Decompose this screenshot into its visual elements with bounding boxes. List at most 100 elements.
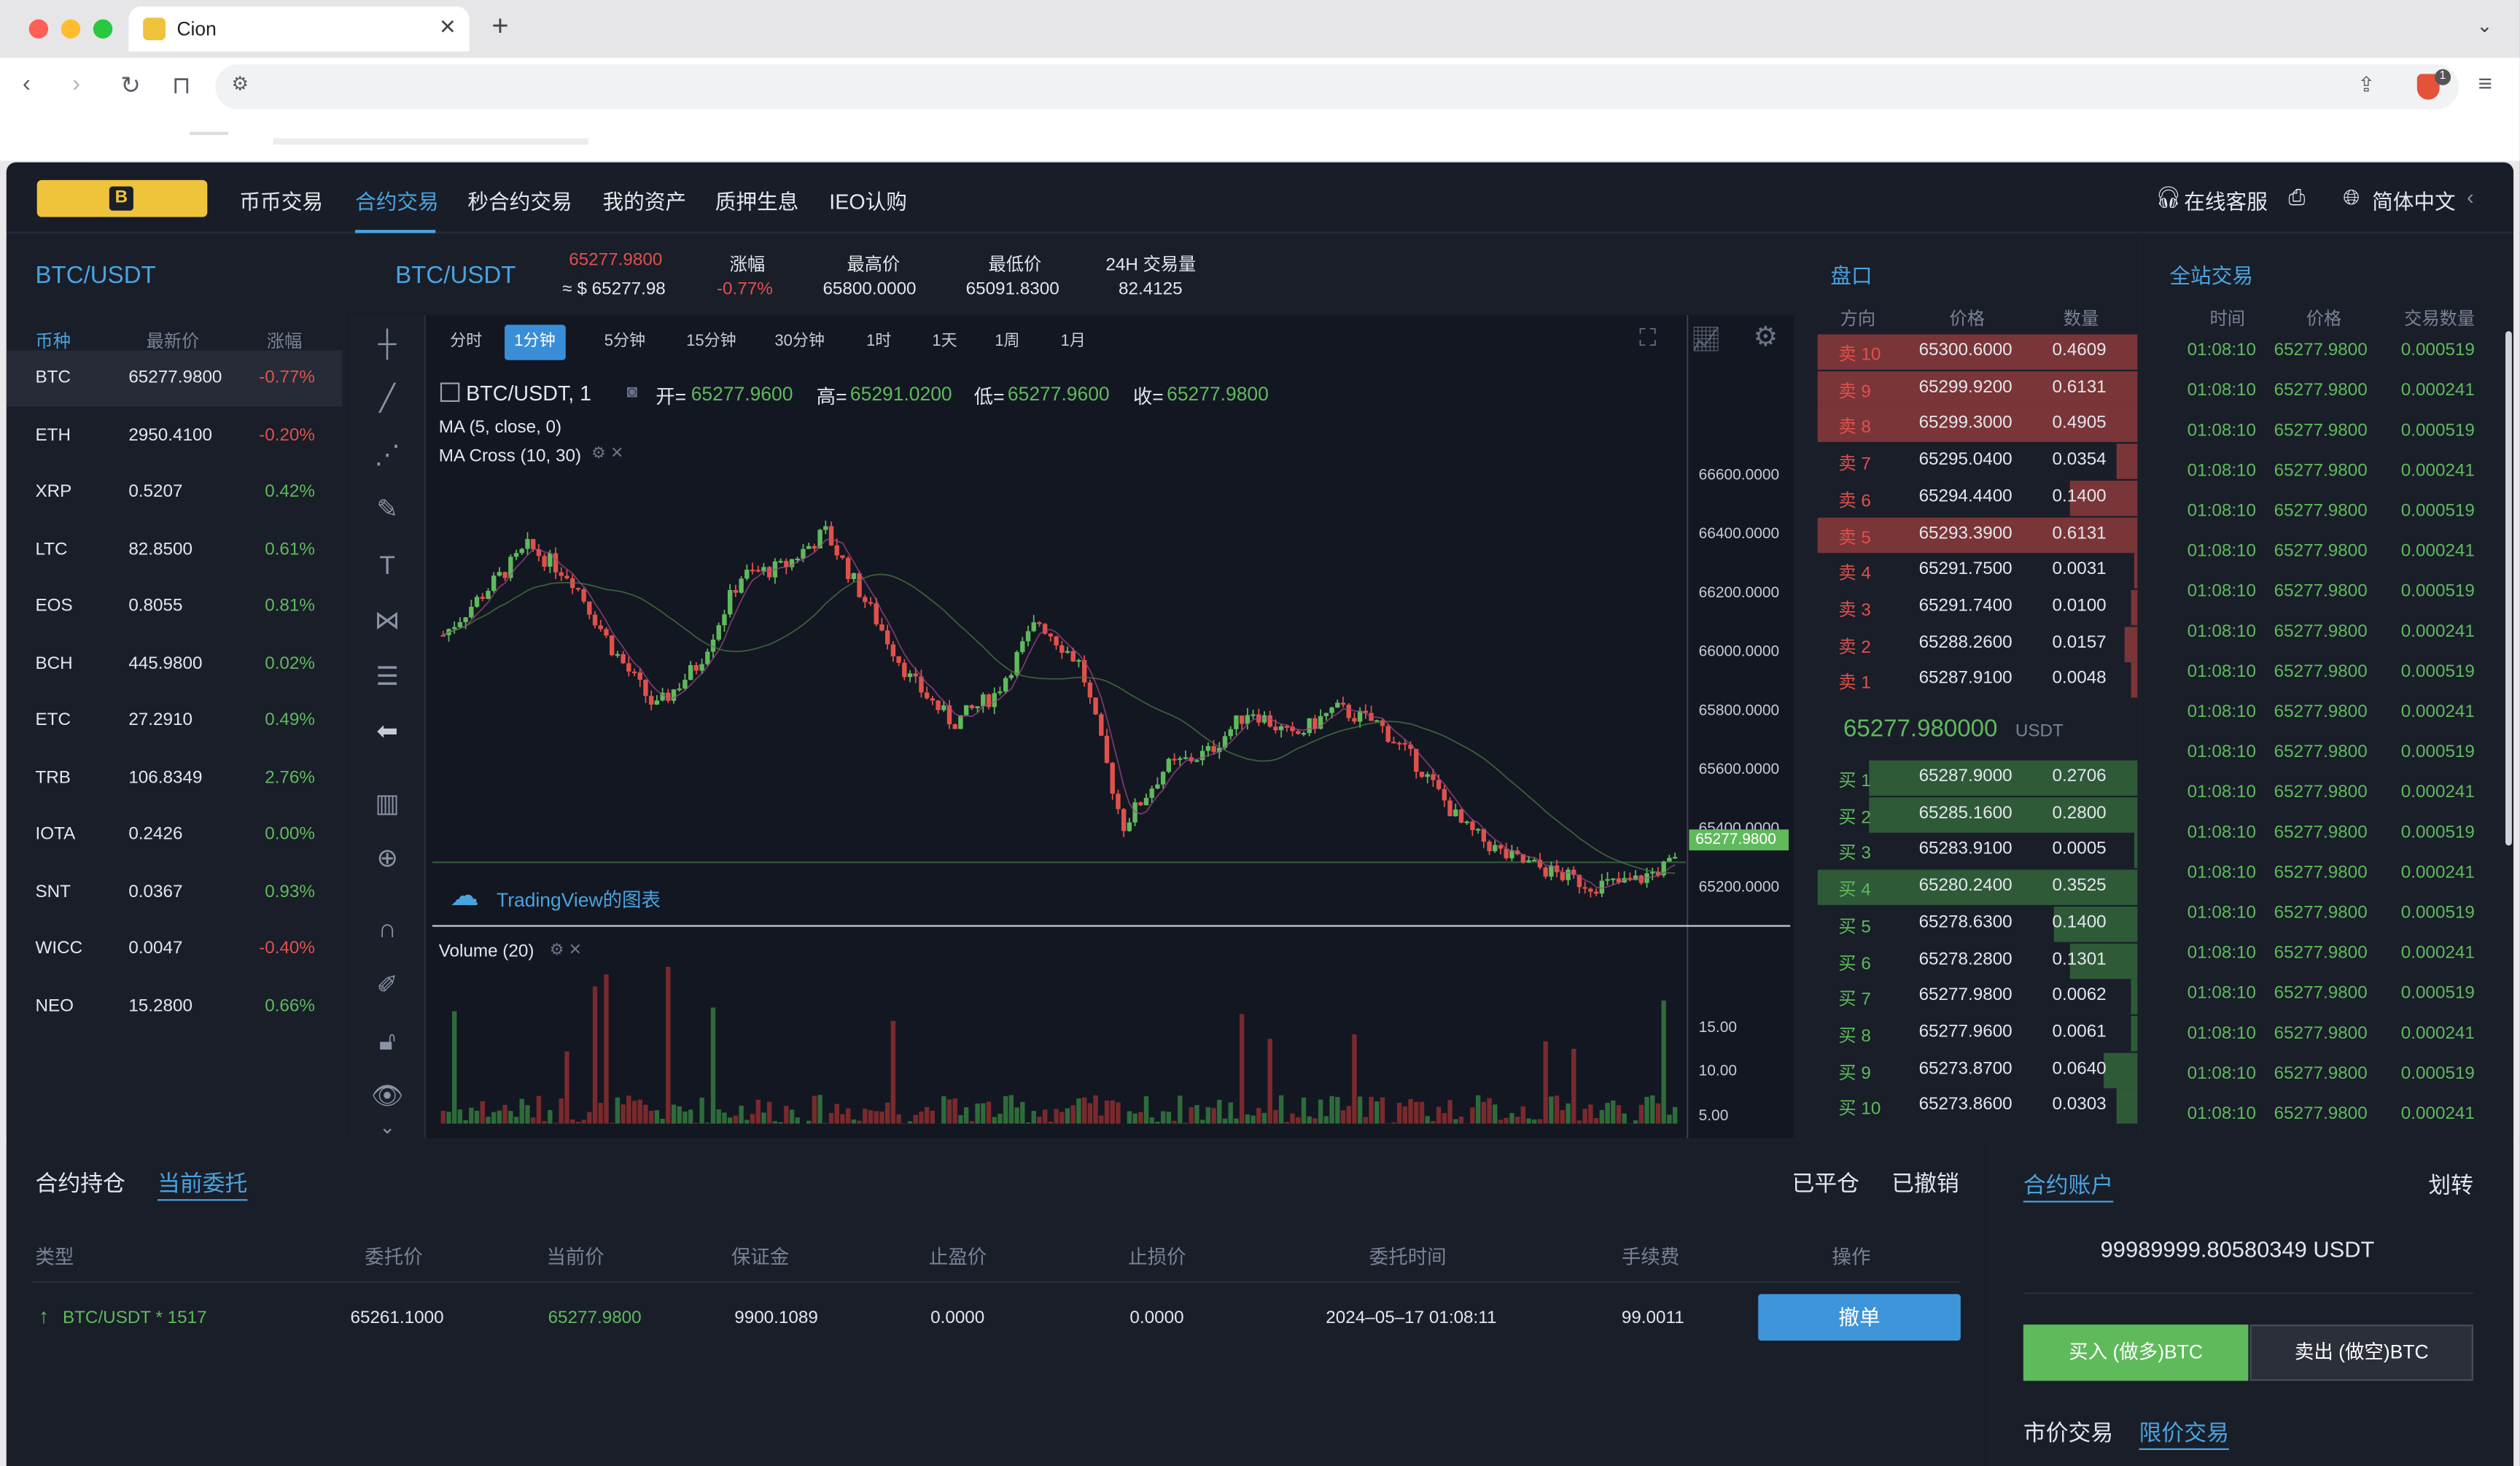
bid-row[interactable]: 买 1 65287.9000 0.2706 [1802,760,2138,796]
settings-gear-icon[interactable]: ⚙ [1753,321,1778,352]
eye-icon[interactable]: 👁︎ [370,1083,404,1111]
tab-open-orders[interactable]: 当前委托 [157,1167,248,1201]
magnet-icon[interactable]: ∩ [378,916,397,944]
market-row[interactable]: ETH 2950.4100 -0.20% [7,408,343,464]
ask-row[interactable]: 卖 9 65299.9200 0.6131 [1802,371,2138,406]
timeframe-4[interactable]: 30分钟 [774,333,825,351]
logo[interactable]: B [36,179,208,217]
bid-row[interactable]: 买 4 65280.2400 0.3525 [1802,869,2138,906]
ruler-icon[interactable]: ☰ [376,664,399,691]
headset-icon[interactable]: 🎧︎ [2155,185,2182,209]
bid-row[interactable]: 买 10 65273.8600 0.0303 [1802,1088,2138,1125]
nav-assets[interactable]: 我的资产 [602,190,687,214]
nav-staking[interactable]: 质押生息 [715,190,799,214]
lock-drawing-icon[interactable]: ✐ [376,972,398,1000]
timeframe-3[interactable]: 15分钟 [686,333,736,351]
market-row[interactable]: NEO 15.2800 0.66% [7,978,343,1034]
forward-icon[interactable]: › [72,70,81,98]
market-row[interactable]: EOS 0.8055 0.81% [7,578,343,635]
bid-row[interactable]: 买 3 65283.9100 0.0005 [1802,833,2138,869]
site-settings-icon[interactable]: ⚙ [231,72,249,96]
address-bar[interactable]: ⚙ [215,64,2459,109]
tab-list-icon[interactable]: ⌄ [2476,14,2493,37]
ask-row[interactable]: 卖 1 65287.9100 0.0048 [1802,662,2138,699]
text-icon[interactable]: T [379,553,395,581]
reload-icon[interactable]: ↻ [120,72,141,100]
nav-futures[interactable]: 合约交易 [355,190,439,214]
bid-row[interactable]: 买 9 65273.8700 0.0640 [1802,1052,2138,1088]
nav-spot[interactable]: 币币交易 [239,190,324,214]
market-row[interactable]: TRB 106.8349 2.76% [7,750,343,806]
ma-cross-settings-icon[interactable]: ⚙ ✕ [591,445,624,463]
ask-row[interactable]: 卖 2 65288.2600 0.0157 [1802,626,2138,662]
ask-row[interactable]: 卖 10 65300.6000 0.4609 [1802,334,2138,370]
pattern-icon[interactable]: ⋈ [374,608,400,635]
bid-row[interactable]: 买 8 65277.9600 0.0061 [1802,1015,2138,1052]
ask-row[interactable]: 卖 7 65295.0400 0.0354 [1802,443,2138,479]
chevron-down-icon[interactable]: ⌄ [379,1115,396,1139]
tab-closed[interactable]: 已平仓 [1792,1170,1860,1196]
indicator-icon[interactable]: 📈︎ [1690,326,1722,354]
maximize-window-button[interactable] [93,19,113,39]
measure-icon[interactable]: ▥ [375,791,400,818]
browser-tab[interactable]: Cion ✕ [128,6,470,52]
new-tab-icon[interactable]: + [491,9,509,42]
minimize-window-button[interactable] [61,19,81,39]
language-select[interactable]: 简体中文 [2372,190,2456,214]
timeframe-6[interactable]: 1天 [932,333,957,351]
market-row[interactable]: IOTA 0.2426 0.00% [7,807,343,863]
printer-icon[interactable]: ⎙ [2288,185,2306,209]
timeframe-1[interactable]: 1分钟 [505,325,565,360]
timeframe-5[interactable]: 1时 [866,333,892,351]
timeframe-8[interactable]: 1月 [1060,333,1086,351]
ask-row[interactable]: 卖 4 65291.7500 0.0031 [1802,553,2138,589]
brush-icon[interactable]: ✎ [376,497,398,524]
back-icon[interactable]: ‹ [22,70,31,98]
fullscreen-icon[interactable]: ⛶ [1639,325,1657,352]
timeframe-7[interactable]: 1周 [995,333,1020,351]
trades-scrollbar[interactable] [2505,331,2512,846]
ask-row[interactable]: 卖 8 65299.3000 0.4905 [1802,407,2138,443]
market-row[interactable]: WICC 0.0047 -0.40% [7,921,343,977]
nav-ieo[interactable]: IEO认购 [829,190,907,214]
pitchfork-icon[interactable]: ⋰ [374,442,400,470]
nav-second-futures[interactable]: 秒合约交易 [467,190,572,214]
tv-watermark[interactable]: TradingView的图表 [497,888,661,912]
tab-cancelled[interactable]: 已撤销 [1891,1170,1959,1196]
market-order-tab[interactable]: 市价交易 [2023,1419,2114,1446]
limit-order-tab[interactable]: 限价交易 [2139,1416,2229,1451]
cancel-order-button[interactable]: 撤单 [1758,1294,1961,1341]
market-row[interactable]: BCH 445.9800 0.02% [7,636,343,692]
bid-row[interactable]: 买 7 65277.9800 0.0062 [1802,979,2138,1015]
zoom-icon[interactable]: ⊕ [376,845,398,873]
price-chart[interactable]: 66600.0000 66400.0000 66200.0000 66000.0000… [350,314,1793,1215]
bookmark-icon[interactable]: ⊓ [171,72,191,100]
close-window-button[interactable] [28,19,49,39]
market-row[interactable]: BTC 65277.9800 -0.77% [6,350,343,407]
bid-row[interactable]: 买 6 65278.2800 0.1301 [1802,942,2138,979]
lock-icon[interactable]: 🔓︎ [378,1028,396,1057]
timeframe-2[interactable]: 5分钟 [604,333,646,351]
timeframe-0[interactable]: 分时 [450,333,483,351]
market-row[interactable]: XRP 0.5207 0.42% [7,465,343,521]
ask-row[interactable]: 卖 5 65293.3900 0.6131 [1802,516,2138,553]
buy-long-button[interactable]: 买入 (做多)BTC [2023,1325,2249,1381]
share-icon[interactable]: ⇪ [2357,72,2376,97]
bid-row[interactable]: 买 2 65285.1600 0.2800 [1802,796,2138,832]
chevron-left-icon[interactable]: ‹ [2467,185,2474,209]
market-row[interactable]: LTC 82.8500 0.61% [7,521,343,578]
tab-close-icon[interactable]: ✕ [438,14,456,39]
collapse-legend-icon[interactable] [440,382,460,402]
ask-row[interactable]: 卖 6 65294.4400 0.1400 [1802,480,2138,516]
volume-settings-icon[interactable]: ⚙ ✕ [549,942,583,960]
ask-row[interactable]: 卖 3 65291.7400 0.0100 [1802,589,2138,626]
sell-short-button[interactable]: 卖出 (做空)BTC [2249,1325,2473,1381]
bid-row[interactable]: 买 5 65278.6300 0.1400 [1802,906,2138,942]
market-row[interactable]: ETC 27.2910 0.49% [7,693,343,749]
trendline-icon[interactable]: ╱ [379,385,395,414]
online-service[interactable]: 在线客服 [2184,190,2268,214]
globe-icon[interactable]: 🌐︎ [2343,185,2360,209]
arrow-left-icon[interactable]: ⬅ [376,718,398,746]
tab-positions[interactable]: 合约持仓 [35,1170,125,1196]
market-row[interactable]: SNT 0.0367 0.93% [7,864,343,920]
